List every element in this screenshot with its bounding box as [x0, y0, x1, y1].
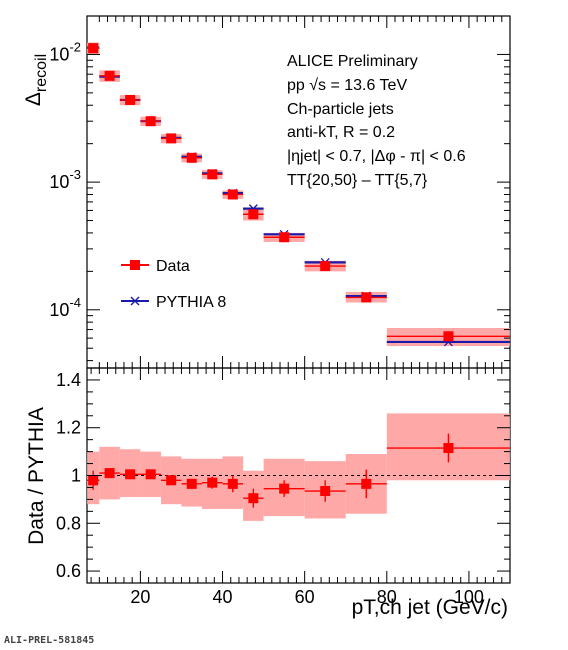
ratio-marker	[443, 443, 454, 454]
ratio-marker	[279, 483, 290, 494]
bottom-y-axis-label: Data / PYTHIA	[25, 407, 48, 545]
ratio-marker	[207, 477, 218, 488]
annotation-line-5: |ηjet| < 0.7, |Δφ - π| < 0.6	[287, 148, 466, 165]
top-markers	[88, 43, 454, 347]
bottom-y-tick-label: 1	[71, 466, 81, 486]
bottom-y-tick-label: 1.4	[56, 370, 81, 390]
annotation-line-4: anti-kT, R = 0.2	[287, 124, 395, 141]
data-marker	[88, 43, 99, 54]
legend-data-marker	[130, 260, 140, 270]
data-marker	[207, 169, 218, 180]
top-y-tick-label: 10-4	[49, 295, 81, 320]
x-tick-label: 100	[454, 587, 484, 607]
x-tick-label: 80	[377, 587, 397, 607]
data-marker	[104, 70, 115, 81]
bottom-uncertainty-bands	[87, 413, 510, 521]
x-axis-label: pT,ch jet (GeV/c)	[352, 596, 508, 619]
annotation-line-6: TT{20,50} – TT{5,7}	[287, 172, 428, 189]
legend-entry-data: Data	[121, 258, 190, 275]
ratio-marker	[227, 478, 238, 489]
bottom-x-ticks: 20 40 60 80 100	[90, 368, 511, 607]
legend-pythia-label: PYTHIA 8	[156, 294, 226, 311]
annotation-line-1: ALICE Preliminary	[287, 53, 418, 70]
annotation-line-3: Ch-particle jets	[287, 101, 394, 118]
legend: Data PYTHIA 8	[121, 258, 226, 311]
top-y-axis-label-text: Δrecoil	[22, 54, 50, 106]
top-y-tick-label: 10-3	[49, 167, 81, 192]
legend-entry-pythia: PYTHIA 8	[121, 294, 226, 311]
data-marker	[320, 261, 331, 272]
top-y-ticks: 10-2 10-3 10-4	[49, 15, 510, 362]
ratio-marker	[361, 478, 372, 489]
x-tick-label: 20	[130, 587, 150, 607]
bottom-y-tick-label: 0.8	[56, 513, 81, 533]
data-marker	[145, 116, 156, 127]
top-y-tick-label: 10-2	[49, 39, 81, 64]
bottom-y-tick-label: 1.2	[56, 418, 81, 438]
top-y-axis-label: Δrecoil	[22, 54, 50, 106]
ratio-marker	[320, 486, 331, 497]
bottom-y-tick-label: 0.6	[56, 561, 81, 581]
footer-id: ALI-PREL-581845	[4, 635, 94, 646]
data-marker	[248, 209, 259, 220]
top-x-ticks	[98, 16, 511, 368]
ratio-marker	[125, 469, 136, 480]
ratio-marker	[104, 468, 115, 479]
data-marker	[125, 94, 136, 105]
data-marker	[227, 189, 238, 200]
bottom-markers	[88, 443, 454, 504]
data-marker	[361, 292, 372, 303]
data-marker	[279, 232, 290, 243]
ratio-marker	[145, 469, 156, 480]
legend-pythia-marker	[130, 296, 140, 306]
data-marker	[443, 331, 454, 342]
ratio-marker	[166, 475, 177, 486]
bottom-y-ticks: 0.6 0.8 1 1.2 1.4	[56, 367, 510, 584]
data-marker	[166, 133, 177, 144]
x-tick-label: 60	[295, 587, 315, 607]
ratio-marker	[186, 478, 197, 489]
annotation-block: ALICE Preliminary pp √s = 13.6 TeV Ch-pa…	[287, 53, 466, 189]
ratio-marker	[248, 493, 259, 504]
legend-data-label: Data	[156, 258, 190, 275]
x-tick-label: 40	[213, 587, 233, 607]
annotation-line-2: pp √s = 13.6 TeV	[287, 77, 407, 94]
ratio-marker	[88, 475, 99, 486]
data-marker	[186, 152, 197, 163]
